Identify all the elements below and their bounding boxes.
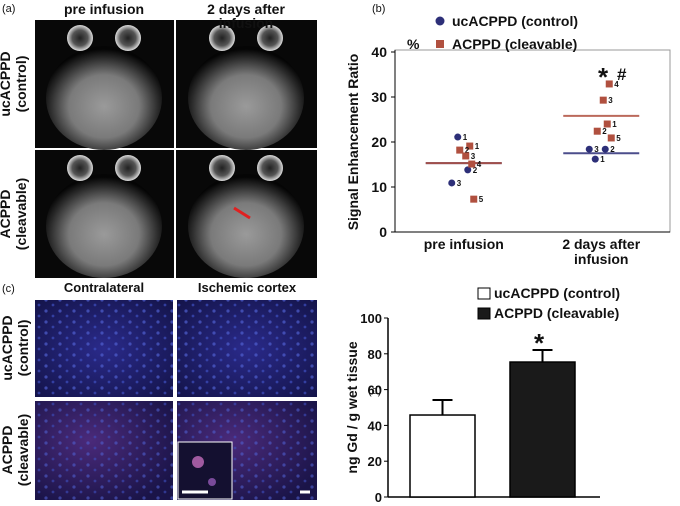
legend-marker <box>436 40 444 48</box>
point <box>466 142 474 150</box>
label: pre infusion <box>424 236 504 252</box>
annotation: # <box>617 65 627 84</box>
point <box>462 152 470 160</box>
point <box>585 145 593 153</box>
point-label: 1 <box>612 120 617 129</box>
column-label: Ischemic cortex <box>198 280 297 295</box>
bar <box>409 414 476 498</box>
panel-label: (b) <box>372 3 385 15</box>
point-label: 2 <box>465 146 470 155</box>
axis-title: ng Gd / g wet tissue <box>344 341 360 473</box>
point-label: 2 <box>473 166 478 175</box>
point-label: 4 <box>614 80 619 89</box>
row-label: ucACPPD (control) <box>0 51 29 116</box>
y-tick-label: 0 <box>379 224 387 240</box>
label: ucACPPD <box>0 315 15 380</box>
label: infusion <box>574 251 628 267</box>
y-tick-label: 40 <box>371 44 387 60</box>
panel-label: (d) <box>368 385 381 397</box>
panel-label: (a) <box>2 3 15 15</box>
point-label: 2 <box>602 127 607 136</box>
fluorescence-image <box>177 300 317 397</box>
point <box>470 195 478 203</box>
mri-image <box>176 20 317 150</box>
legend-label: ACPPD (cleavable) <box>494 305 619 321</box>
label: ACPPD <box>0 425 15 474</box>
arrow <box>233 206 251 220</box>
legend-label: ucACPPD (control) <box>452 13 578 29</box>
annotation: * <box>534 328 545 358</box>
point-label: 5 <box>616 134 621 143</box>
annotation: * <box>598 62 609 92</box>
legend-label: ucACPPD (control) <box>494 285 620 301</box>
point-label: 5 <box>479 195 484 204</box>
label: infusion <box>219 15 273 31</box>
point-label: 1 <box>463 133 468 142</box>
label: ucACPPD <box>0 51 13 116</box>
point <box>603 120 611 128</box>
label: (cleavable) <box>13 178 29 250</box>
panel-label: (c) <box>2 283 15 295</box>
y-label: ng Gd / g wet tissue <box>344 341 360 473</box>
legend-label: ACPPD (cleavable) <box>452 36 577 52</box>
mri-image <box>176 150 317 278</box>
point <box>593 127 601 135</box>
point <box>468 160 476 168</box>
unit: % <box>407 36 420 52</box>
label: 2 days after <box>562 236 640 252</box>
bar <box>509 361 576 498</box>
point <box>464 166 472 174</box>
plot-frame <box>394 49 671 233</box>
y-tick-label: 20 <box>368 454 382 469</box>
y-tick-label: 10 <box>371 179 387 195</box>
y-tick-label: 100 <box>360 311 382 326</box>
images <box>35 20 317 500</box>
point-label: 2 <box>610 145 615 154</box>
label: 2 days after <box>207 1 285 17</box>
row-label: ACPPD (cleavable) <box>0 178 29 250</box>
label: (control) <box>13 56 29 113</box>
point-label: 3 <box>594 145 599 154</box>
y-tick-label: 40 <box>368 418 382 433</box>
point <box>591 155 599 163</box>
y-tick-label: 80 <box>368 347 382 362</box>
point <box>599 96 607 104</box>
y-tick-label: 60 <box>368 383 382 398</box>
label: ACPPD <box>0 189 13 238</box>
point <box>607 134 615 142</box>
mri-image <box>35 20 174 150</box>
point-label: 3 <box>608 96 613 105</box>
fluorescence-image <box>35 401 173 500</box>
mri-image <box>35 150 174 278</box>
point <box>605 80 613 88</box>
y-label: Signal Enhancement Ratio <box>345 54 361 231</box>
point-label: 4 <box>477 160 482 169</box>
y-tick-label: 0 <box>375 490 382 505</box>
fluorescence-image <box>177 401 317 500</box>
column-label: Contralateral <box>64 280 144 295</box>
point <box>456 146 464 154</box>
legend-marker <box>477 307 491 320</box>
point <box>601 145 609 153</box>
label: (cleavable) <box>15 414 31 486</box>
point-label: 1 <box>475 142 480 151</box>
legend-marker <box>435 16 445 26</box>
point <box>448 179 456 187</box>
point <box>454 133 462 141</box>
point-label: 3 <box>471 152 476 161</box>
point-label: 1 <box>600 155 605 164</box>
legend-marker <box>477 287 491 300</box>
label: pre infusion <box>64 1 144 17</box>
axis-title: Signal Enhancement Ratio <box>345 54 361 231</box>
y-tick-label: 30 <box>371 89 387 105</box>
point-label: 3 <box>457 179 462 188</box>
label: (control) <box>15 320 31 377</box>
y-tick-label: 20 <box>371 134 387 150</box>
row-label: ucACPPD (control) <box>0 315 31 380</box>
row-label: ACPPD (cleavable) <box>0 414 31 486</box>
fluorescence-image <box>35 300 173 397</box>
